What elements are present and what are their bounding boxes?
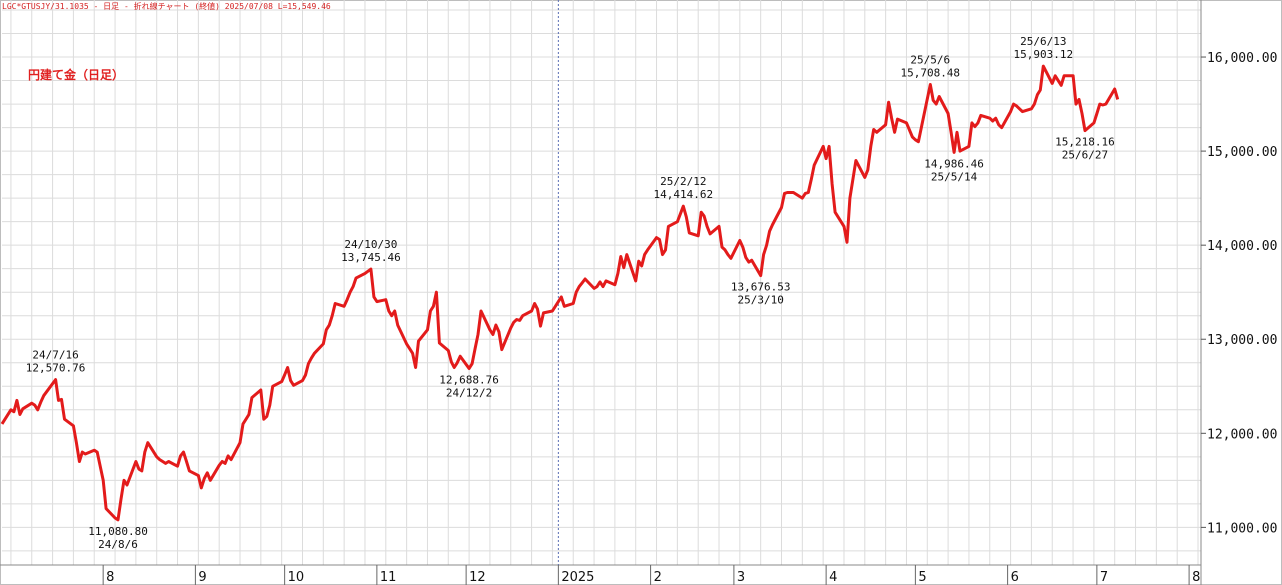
x-tick-label: 8	[1192, 570, 1200, 585]
annotation-label: 24/12/2	[446, 387, 492, 400]
x-tick-label: 7	[1100, 570, 1108, 585]
x-tick-label: 9	[198, 570, 206, 585]
price-series-line	[0, 64, 1120, 522]
annotation-label: 15,708.48	[900, 66, 960, 79]
annotation-label: 24/8/6	[98, 538, 138, 551]
y-axis-labels: 11,000.00 12,000.00 13,000.00 14,000.00 15,0…	[1201, 51, 1277, 536]
annotations: 24/7/1612,570.7611,080.8024/8/624/10/301…	[26, 35, 1115, 551]
chart-header-info: LGC*GTUSJY/31.1035 - 日足 - 折れ線チャート (終値) 2…	[2, 2, 331, 11]
annotation-label: 25/6/27	[1062, 149, 1108, 162]
annotation-label: 15,218.16	[1055, 136, 1115, 149]
x-tick-label: 4	[829, 570, 837, 585]
y-tick-label: 11,000.00	[1207, 521, 1277, 536]
x-tick-label: 8	[106, 570, 114, 585]
y-tick-label: 15,000.00	[1207, 145, 1277, 160]
annotation-label: 13,745.46	[341, 251, 401, 264]
annotation-label: 12,688.76	[439, 374, 499, 387]
x-tick-label: 2	[654, 570, 662, 585]
annotation-label: 11,080.80	[88, 525, 148, 538]
x-tick-label: 11	[380, 570, 397, 585]
annotation-label: 24/10/30	[344, 238, 397, 251]
x-tick-label: 12	[469, 570, 486, 585]
horizontal-gridlines	[2, 9, 1201, 552]
y-tick-label: 16,000.00	[1207, 51, 1277, 66]
annotation-label: 24/7/16	[32, 349, 78, 362]
x-tick-label: 2025	[561, 570, 594, 585]
y-tick-label: 14,000.00	[1207, 239, 1277, 254]
y-tick-label: 12,000.00	[1207, 427, 1277, 442]
x-tick-label: 5	[918, 570, 926, 585]
annotation-label: 25/3/10	[737, 294, 783, 307]
annotation-label: 25/2/12	[660, 175, 706, 188]
x-tick-label: 10	[288, 570, 305, 585]
annotation-label: 25/5/6	[910, 53, 950, 66]
annotation-label: 13,676.53	[731, 281, 791, 294]
annotation-label: 12,570.76	[26, 362, 86, 375]
annotation-label: 25/6/13	[1020, 35, 1066, 48]
annotation-label: 14,414.62	[654, 188, 714, 201]
chart-title: 円建て金（日足）	[28, 68, 125, 82]
annotation-label: 25/5/14	[931, 170, 978, 183]
x-tick-label: 6	[1011, 570, 1019, 585]
vertical-gridlines	[10, 0, 1199, 565]
x-tick-label: 3	[737, 570, 745, 585]
x-axis-labels: 8 9 10 11 12 2025 2 3 4 5 6 7 8	[102, 565, 1200, 585]
annotation-label: 15,903.12	[1014, 48, 1074, 61]
y-tick-label: 13,000.00	[1207, 333, 1277, 348]
annotation-label: 14,986.46	[924, 157, 984, 170]
